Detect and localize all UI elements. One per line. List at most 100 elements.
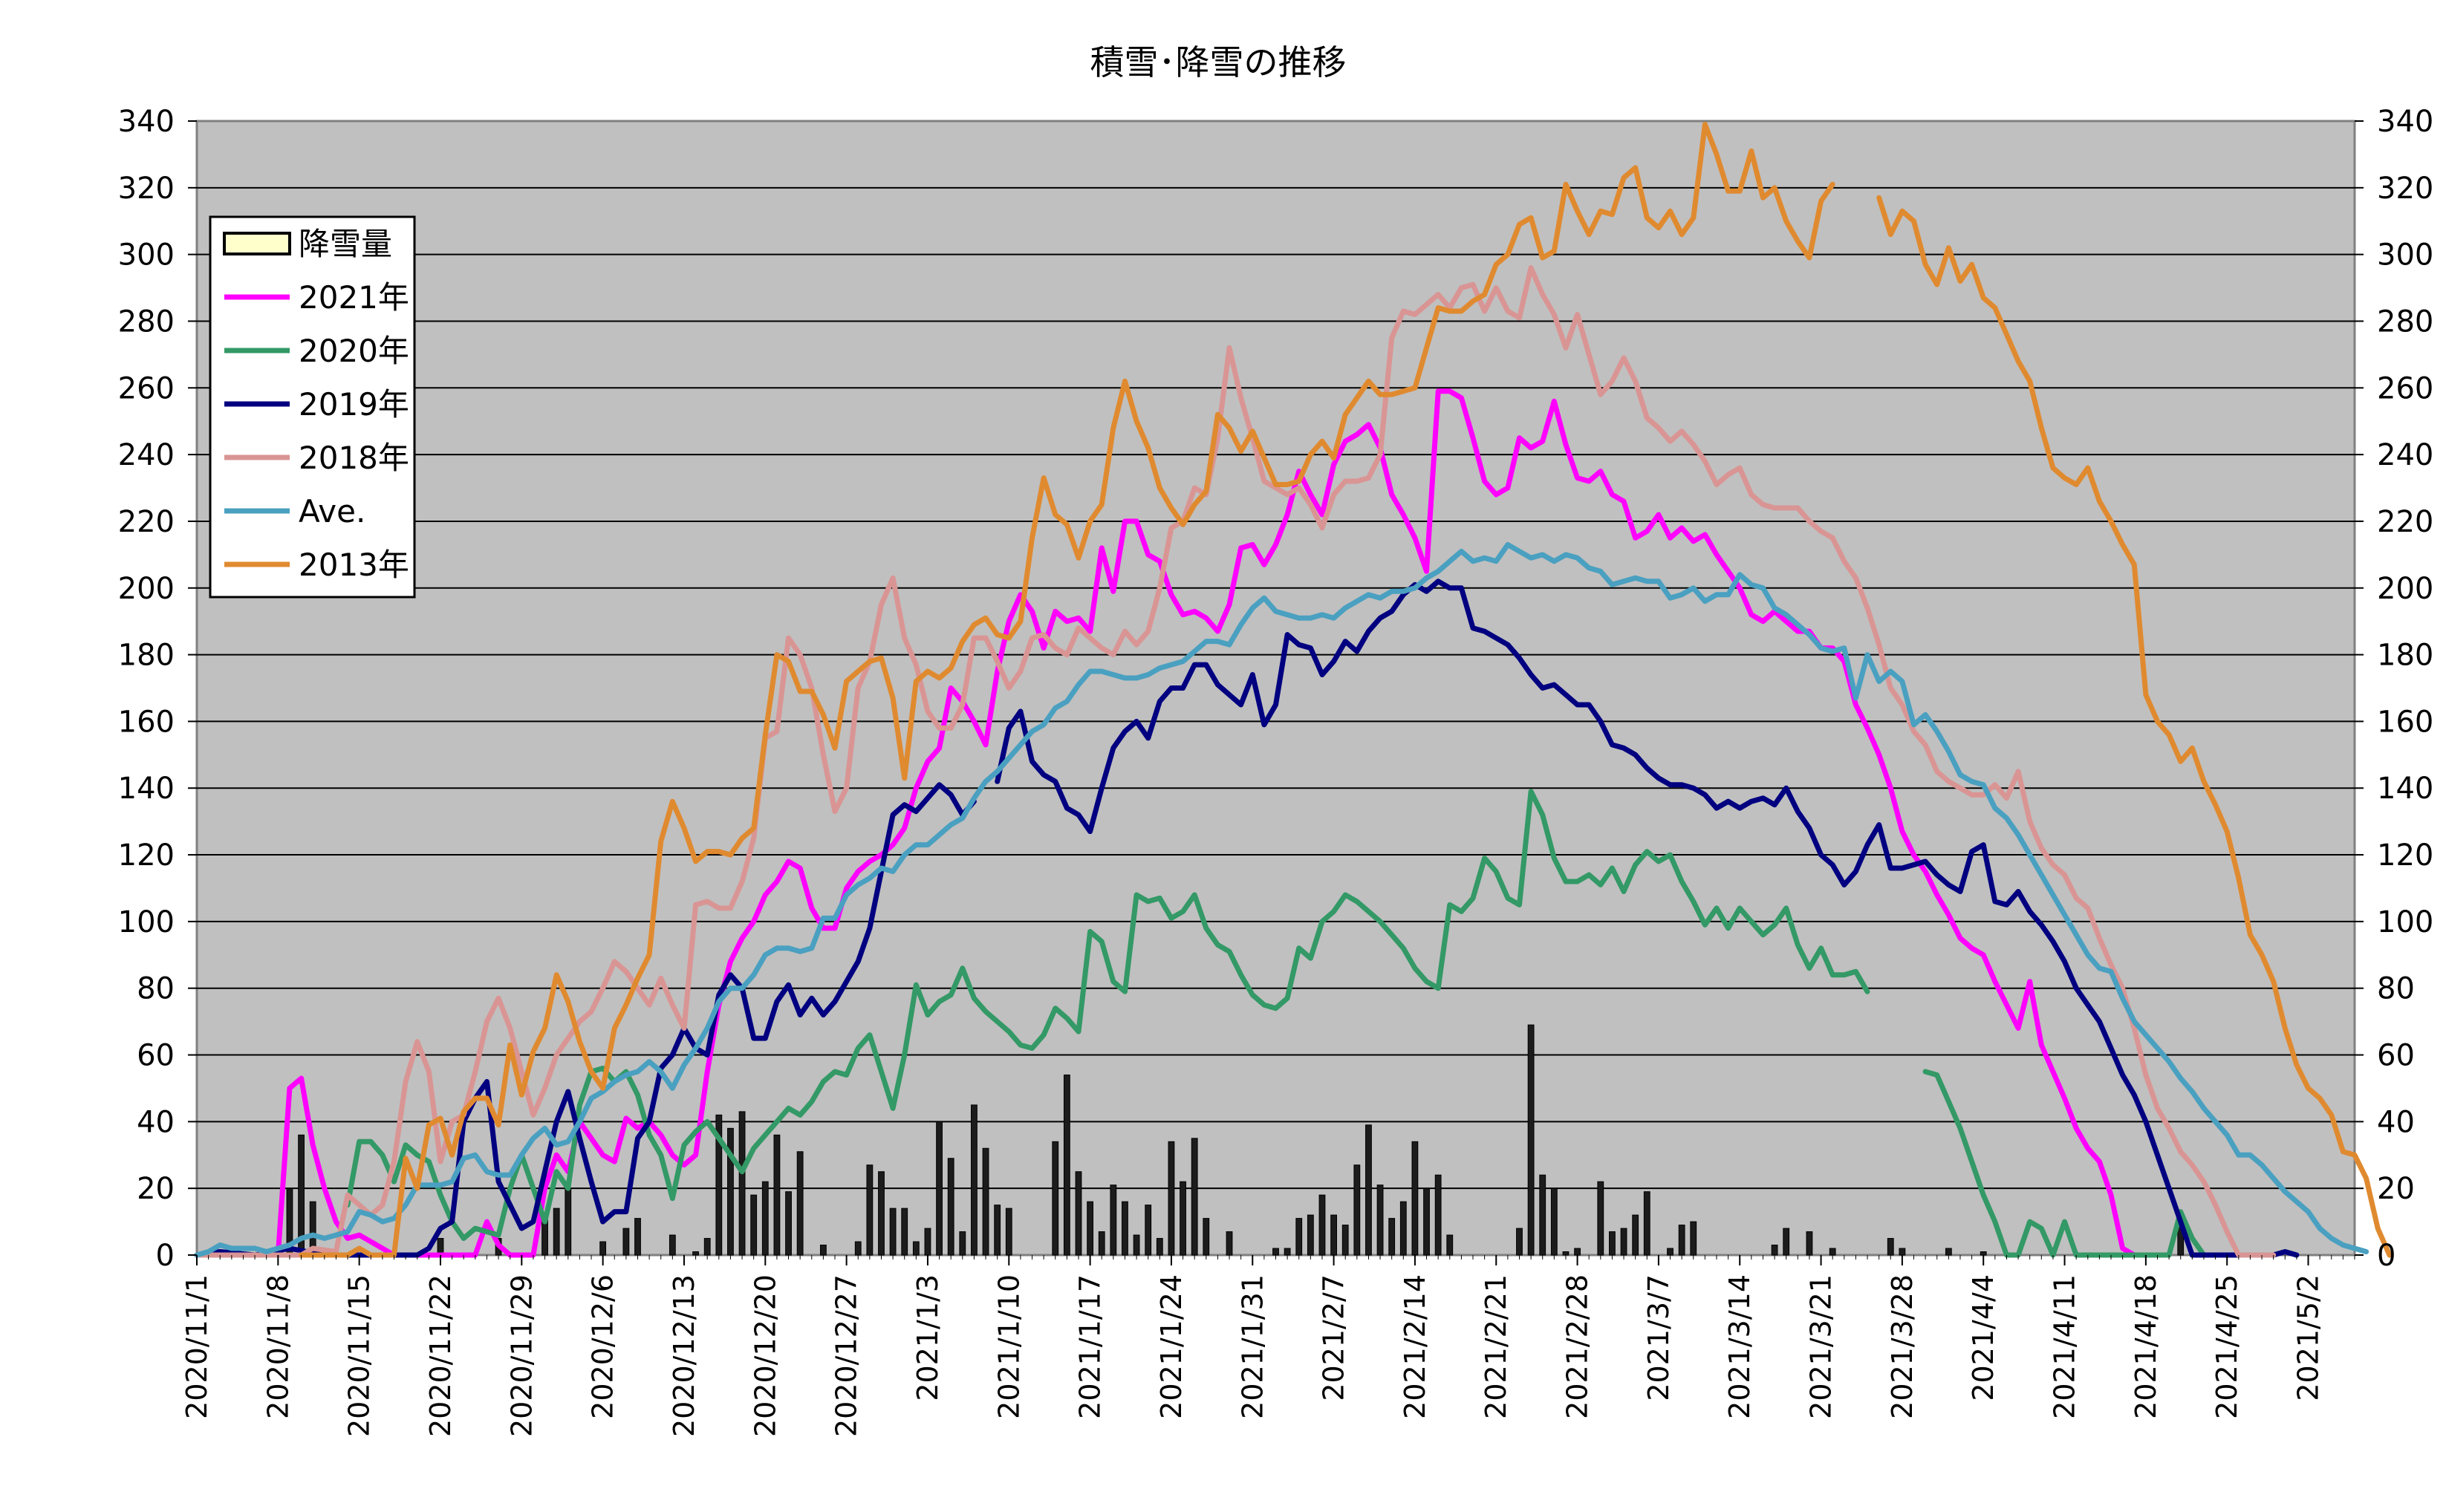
snowfall-bar-12: [692, 1251, 699, 1256]
y-tick-label-left-20: 20: [137, 1172, 175, 1206]
y-tick-label-right-40: 40: [2377, 1105, 2415, 1139]
snowfall-bar-16: [738, 1111, 746, 1256]
y-tick-label-left-100: 100: [118, 905, 175, 939]
y-tick-label-right-320: 320: [2377, 172, 2433, 206]
snowfall-bar-57: [1330, 1214, 1337, 1256]
y-tick-label-left-120: 120: [118, 838, 175, 873]
y-tick-label-right-100: 100: [2377, 905, 2433, 939]
snowfall-bar-32: [959, 1231, 966, 1256]
snowfall-bar-87: [1899, 1248, 1906, 1256]
snowfall-bar-72: [1562, 1251, 1570, 1256]
y-tick-label-left-140: 140: [118, 772, 175, 806]
snowfall-bar-60: [1365, 1124, 1372, 1256]
series-line-2-seg-1: [995, 579, 2300, 1258]
y-tick-label-right-240: 240: [2377, 438, 2433, 472]
snowfall-bar-43: [1122, 1201, 1128, 1256]
x-axis: 2020/11/1 2020/11/8 2020/11/15 2020/11/22 20…: [180, 1255, 2355, 1437]
y-tick-label-right-80: 80: [2377, 972, 2415, 1006]
snowfall-bar-65: [1423, 1187, 1430, 1256]
y-tick-label-left-80: 80: [137, 972, 175, 1006]
legend-label-series-5: 2013年: [299, 547, 409, 583]
series-line-4-seg-0: [194, 541, 2369, 1258]
x-tick-label-22: 2021/4/4: [1967, 1274, 2000, 1401]
x-tick-label-20: 2021/3/21: [1805, 1274, 1838, 1419]
x-tick-label-7: 2020/12/20: [749, 1274, 781, 1437]
snowfall-bar-73: [1574, 1248, 1581, 1256]
snowfall-bar-85: [1829, 1248, 1836, 1256]
snowfall-bar-20: [785, 1191, 792, 1256]
snowfall-bar-41: [1098, 1231, 1105, 1256]
series-line-2-seg-0: [194, 782, 977, 1258]
snowfall-bar-58: [1341, 1225, 1349, 1256]
snowfall-bar-69: [1527, 1024, 1535, 1256]
snowfall-bar-55: [1307, 1214, 1314, 1256]
snowfall-bar-27: [901, 1208, 908, 1256]
snowfall-bar-30: [936, 1121, 943, 1256]
snowfall-bar-47: [1168, 1141, 1175, 1256]
snowfall-bar-19: [773, 1134, 781, 1256]
x-tick-label-8: 2020/12/27: [830, 1274, 863, 1437]
x-tick-label-10: 2021/1/10: [992, 1274, 1025, 1419]
snowfall-bar-34: [982, 1147, 989, 1256]
legend-label-series-1: 2020年: [299, 333, 409, 369]
chart-title: 積雪･降雪の推移: [1090, 42, 1347, 82]
snowfall-bar-8: [599, 1241, 607, 1256]
snowfall-bar-82: [1771, 1245, 1778, 1256]
x-tick-label-25: 2021/4/25: [2211, 1274, 2243, 1419]
legend-label-series-3: 2018年: [299, 440, 409, 476]
snowfall-bar-83: [1783, 1228, 1790, 1256]
x-tick-label-14: 2021/2/7: [1318, 1274, 1350, 1401]
snowfall-bar-54: [1295, 1218, 1303, 1256]
x-tick-label-21: 2021/3/28: [1886, 1274, 1919, 1419]
snowfall-bar-26: [889, 1208, 897, 1256]
x-tick-label-2: 2020/11/15: [343, 1274, 376, 1437]
snowfall-bar-79: [1667, 1248, 1674, 1256]
snowfall-bar-71: [1550, 1187, 1558, 1256]
y-tick-label-right-220: 220: [2377, 505, 2433, 539]
series-line-5-seg-0: [299, 122, 1835, 1258]
snowfall-bars: [286, 1024, 2185, 1256]
x-tick-label-19: 2021/3/14: [1723, 1274, 1756, 1419]
y-axis-right: 0 20 40 60 80 100 120 140 160 180 200 220 240 260 280 3…: [2355, 105, 2433, 1273]
x-tick-label-3: 2020/11/22: [424, 1274, 457, 1437]
snowfall-bar-61: [1376, 1184, 1384, 1256]
snowfall-bar-9: [622, 1228, 630, 1256]
snowfall-bar-88: [1945, 1248, 1952, 1256]
y-tick-label-right-300: 300: [2377, 238, 2433, 273]
snowfall-bar-80: [1678, 1225, 1685, 1256]
snowfall-bar-76: [1620, 1228, 1627, 1256]
snowfall-bar-39: [1075, 1171, 1082, 1256]
legend-box: [209, 215, 416, 599]
snowfall-bar-67: [1446, 1234, 1454, 1256]
snowfall-bar-21: [796, 1151, 804, 1256]
y-tick-label-right-140: 140: [2377, 772, 2433, 806]
y-tick-label-left-40: 40: [137, 1105, 175, 1139]
y-tick-label-right-120: 120: [2377, 838, 2433, 873]
snowfall-bar-89: [1980, 1251, 1987, 1256]
snowfall-bar-44: [1133, 1234, 1140, 1256]
x-tick-label-24: 2021/4/18: [2130, 1274, 2162, 1419]
series-line-1-seg-1: [1922, 1069, 2207, 1258]
y-tick-label-right-60: 60: [2377, 1039, 2415, 1073]
legend-label-bars: 降雪量: [299, 226, 392, 262]
snowfall-bar-50: [1203, 1218, 1210, 1256]
snowfall-bar-56: [1318, 1194, 1326, 1256]
y-tick-label-left-160: 160: [118, 705, 175, 739]
snowfall-bar-59: [1353, 1164, 1361, 1256]
x-tick-label-6: 2020/12/13: [668, 1274, 700, 1437]
y-tick-label-left-320: 320: [118, 172, 175, 206]
y-tick-label-right-340: 340: [2377, 105, 2433, 139]
snowfall-bar-10: [634, 1218, 641, 1256]
x-tick-label-26: 2021/5/2: [2292, 1274, 2325, 1401]
snowfall-bar-53: [1284, 1248, 1291, 1256]
x-tick-label-18: 2021/3/7: [1642, 1274, 1675, 1401]
y-tick-label-right-260: 260: [2377, 371, 2433, 405]
x-tick-label-23: 2021/4/11: [2049, 1274, 2081, 1419]
snowfall-bar-38: [1063, 1074, 1070, 1256]
series-line-5-seg-1: [1876, 195, 2393, 1258]
snowfall-bar-33: [971, 1104, 978, 1256]
legend-label-series-2: 2019年: [299, 386, 409, 423]
snowfall-bar-74: [1597, 1181, 1604, 1256]
y-tick-label-left-60: 60: [137, 1039, 175, 1073]
